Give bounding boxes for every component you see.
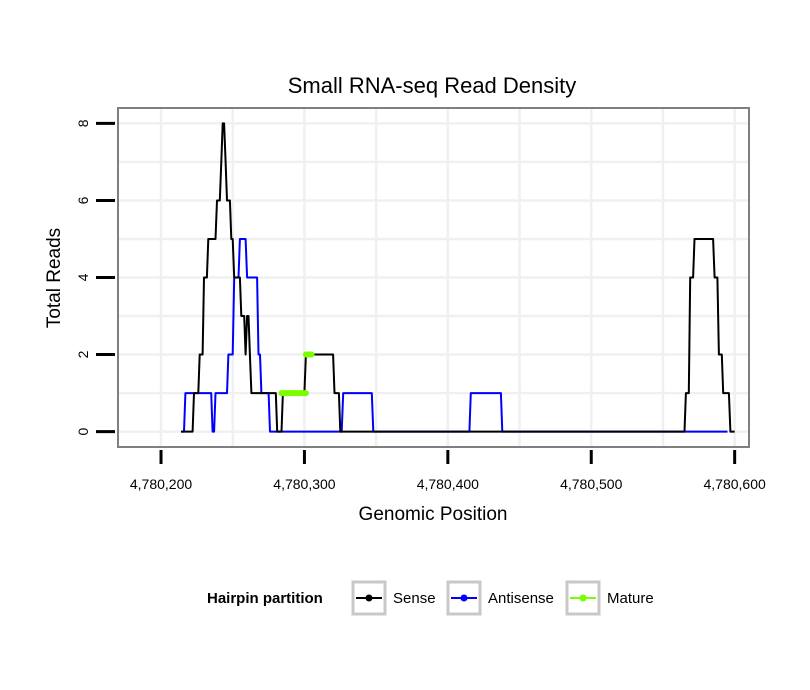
y-tick-label: 4	[75, 273, 91, 281]
series-layer	[181, 122, 735, 433]
series-line-sense	[181, 122, 735, 433]
y-tick-label: 8	[75, 119, 91, 127]
legend-point-antisense	[460, 594, 468, 602]
legend-item-antisense: Antisense	[446, 580, 554, 616]
legend-point-sense	[365, 594, 373, 602]
x-tick-label: 4,780,500	[560, 476, 622, 492]
x-tick-label: 4,780,200	[130, 476, 192, 492]
y-tick-label: 6	[75, 196, 91, 204]
legend-item-sense: Sense	[351, 580, 436, 616]
plot-panel	[117, 107, 750, 448]
legend-label-antisense: Antisense	[488, 590, 554, 607]
x-tick-label: 4,780,300	[273, 476, 335, 492]
x-tick-label: 4,780,600	[704, 476, 766, 492]
legend: Hairpin partition Sense Antisense Mature	[207, 580, 654, 616]
plot-border	[117, 107, 750, 448]
series-line-antisense	[181, 238, 728, 433]
y-tick-label: 0	[75, 427, 91, 435]
legend-label-mature: Mature	[607, 590, 654, 607]
y-axis-title: Total Reads	[44, 228, 65, 328]
legend-label-sense: Sense	[393, 590, 436, 607]
legend-title: Hairpin partition	[207, 590, 323, 607]
x-axis: 4,780,200 4,780,300 4,780,400 4,780,500 4,78…	[130, 450, 766, 492]
x-axis-title: Genomic Position	[359, 504, 508, 525]
y-axis: 0 2 4 6 8	[75, 119, 115, 435]
x-tick-label: 4,780,400	[417, 476, 479, 492]
legend-item-mature: Mature	[565, 580, 654, 616]
legend-point-mature	[579, 594, 587, 602]
y-tick-label: 2	[75, 350, 91, 358]
chart-title: Small RNA-seq Read Density	[288, 73, 577, 98]
